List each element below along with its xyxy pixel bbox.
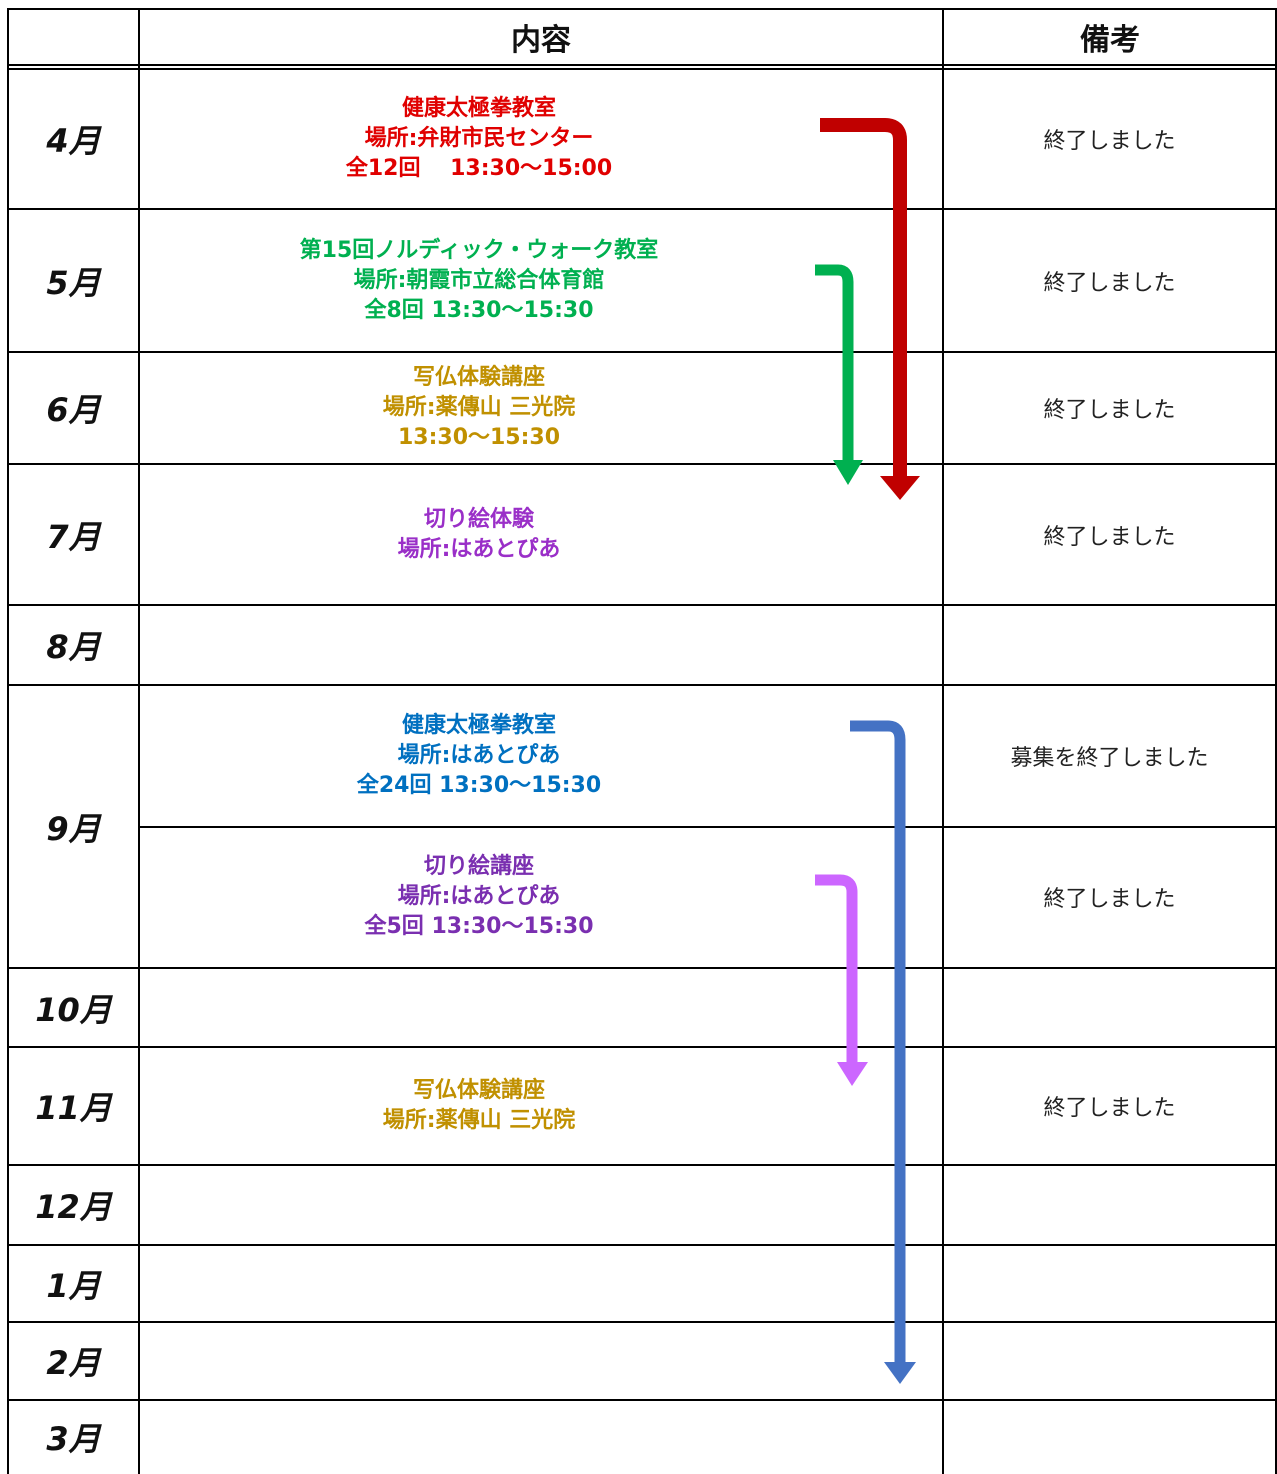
note: 終了しました [1043,524,1176,550]
row-border [8,351,1276,353]
event: 切り絵体験場所:はあとぴあ [139,464,819,605]
header-notes: 備考 [1080,23,1140,58]
event-text: 全8回 13:30～15:30 [364,297,594,323]
event-text: 写仏体験講座 [412,365,545,390]
note: 終了しました [1043,270,1176,296]
month-label: 4月 [46,121,101,160]
event-text: 健康太極拳教室 [401,712,556,738]
event-text: 場所:はあとぴあ [397,884,561,910]
column-border [942,8,944,1474]
column-border [7,8,9,1474]
month-label: 2月 [46,1344,101,1382]
row-border [8,463,1276,465]
event-text: 写仏体験講座 [412,1078,545,1103]
note: 終了しました [1043,398,1176,423]
month-label: 6月 [46,391,101,429]
arrow-head [880,476,920,500]
row-border [8,1321,1276,1323]
arrow-head [884,1362,916,1384]
event-text: 場所:弁財市民センター [364,125,594,151]
month-label: 10月 [35,990,112,1029]
event: 切り絵講座場所:はあとぴあ全5回 13:30～15:30 [139,827,819,969]
note: 終了しました [1043,128,1176,154]
event-text: 全24回 13:30～15:30 [356,772,602,798]
arrow [815,264,854,463]
event-text: 場所:薬傳山 三光院 [382,395,576,420]
month-label: 9月 [46,809,101,848]
row-border [8,967,1276,969]
event-text: 場所:朝霞市立総合体育館 [353,267,605,293]
month-label: 8月 [46,628,101,666]
event: 健康太極拳教室場所:弁財市民センター 全12回 13:30～15:00 [139,68,819,209]
event-text: 場所:はあとぴあ [397,742,561,768]
table-border [8,68,1276,70]
month-label: 3月 [46,1420,101,1458]
note: 募集を終了しました [1010,745,1209,771]
arrow [815,874,858,1065]
row-border [8,1046,1276,1048]
arrow-head [833,460,863,485]
event-text: 全12回 13:30～15:00 [345,155,613,181]
event-text: 13:30～15:30 [397,425,561,450]
column-border [1275,8,1277,1474]
month-label: 7月 [46,517,101,556]
event: 写仏体験講座場所:薬傳山 三光院 [139,1047,819,1165]
row-border [139,825,1276,828]
month-label: 1月 [46,1266,101,1305]
event-text: 切り絵講座 [423,854,534,880]
arrow [850,720,906,1365]
event: 写仏体験講座場所:薬傳山 三光院 13:30～15:30 [139,352,819,464]
month-label: 11月 [35,1089,112,1127]
event-text: 健康太極拳教室 [401,95,556,121]
event-text: 全5回 13:30～15:30 [364,914,594,940]
arrow-head [837,1062,868,1086]
note: 終了しました [1043,887,1176,913]
arrow [820,118,907,480]
row-border [8,1244,1276,1246]
header-content: 内容 [511,23,571,58]
event: 健康太極拳教室 場所:はあとぴあ全24回 13:30～15:30 [139,685,819,827]
row-border [8,604,1276,606]
row-border [8,684,1276,686]
event: 第15回ノルディック・ウォーク教室 場所:朝霞市立総合体育館 全8回 13:30～1… [139,209,819,352]
event-text: 第15回ノルディック・ウォーク教室 [299,237,659,263]
column-border [138,8,140,1474]
event-text: 場所:薬傳山 三光院 [382,1108,576,1133]
row-border [8,1399,1276,1401]
month-label: 5月 [46,263,101,302]
event-text: 切り絵体験 [423,506,534,532]
note: 終了しました [1043,1096,1176,1121]
table-border [8,8,1276,10]
row-border [8,208,1276,210]
table-border [8,64,1276,66]
row-border [8,1164,1276,1166]
event-text: 場所:はあとぴあ [397,536,561,562]
month-label: 12月 [35,1188,112,1226]
